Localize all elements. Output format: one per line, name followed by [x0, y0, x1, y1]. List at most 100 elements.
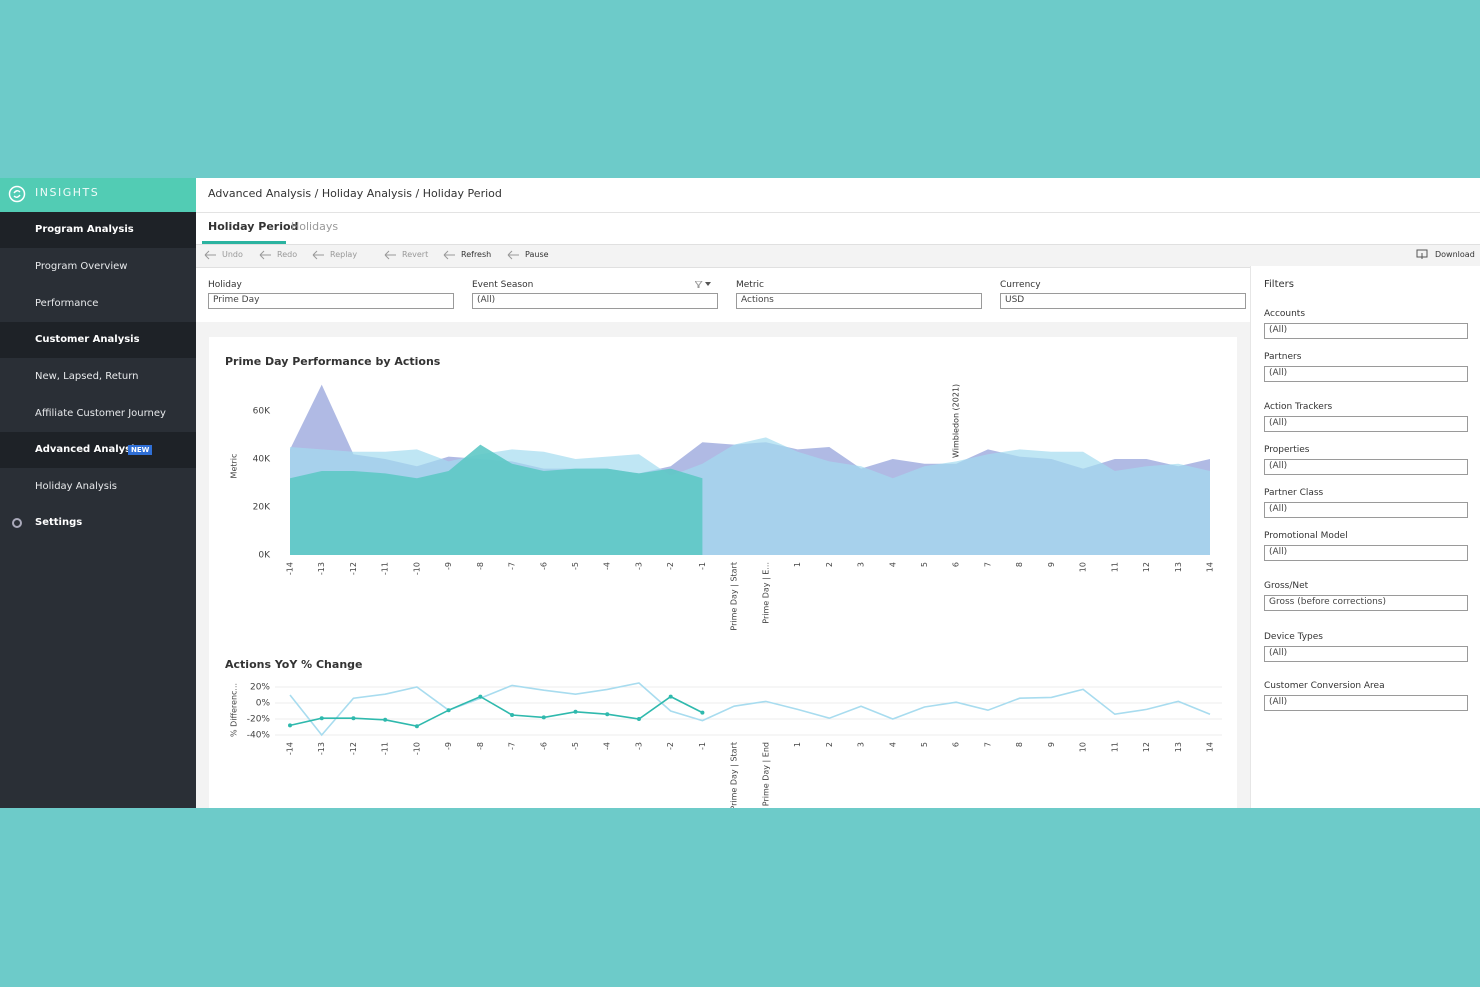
y-axis-label: Metric	[230, 454, 239, 479]
nav-subitem[interactable]: Program Overview	[35, 261, 128, 272]
x-tick-label: 3	[857, 742, 866, 747]
x-tick-label: -14	[286, 742, 295, 755]
filter-dropdown[interactable]: (All)	[1264, 695, 1468, 711]
filter-dropdown[interactable]: Gross (before corrections)	[1264, 595, 1468, 611]
brand-bar	[0, 178, 196, 212]
nav-group[interactable]	[0, 432, 196, 468]
nav-badge: NEW	[128, 445, 153, 455]
x-tick-label: 10	[1079, 562, 1088, 572]
x-tick-label: -9	[444, 562, 453, 570]
area	[290, 444, 703, 555]
filter-label: Device Types	[1264, 632, 1324, 642]
filter-dropdown[interactable]: (All)	[1264, 459, 1468, 475]
nav-item[interactable]: Settings	[35, 517, 83, 528]
toolbar-button[interactable]: Undo	[222, 250, 243, 259]
toolbar-button[interactable]: Revert	[402, 250, 429, 259]
download-icon	[1416, 249, 1428, 259]
x-tick-label: 5	[920, 562, 929, 567]
parameter-dropdown[interactable]: (All)	[472, 293, 718, 309]
x-tick-label: -8	[476, 562, 485, 570]
nav-subitem[interactable]: Performance	[35, 298, 99, 309]
x-tick-label: 11	[1110, 742, 1119, 752]
nav-item[interactable]: Customer Analysis	[35, 334, 140, 345]
parameter-dropdown[interactable]: Prime Day	[208, 293, 454, 309]
x-tick-label: -12	[349, 742, 358, 755]
x-tick-label: -14	[286, 562, 295, 575]
x-tick-label: -7	[508, 562, 517, 570]
toolbar-button[interactable]: Pause	[525, 250, 549, 259]
toolbar-button[interactable]: Refresh	[461, 250, 492, 259]
toolbar-icon	[204, 250, 216, 260]
x-tick-label: -11	[381, 562, 390, 575]
x-tick-label: -6	[539, 562, 548, 570]
line-marker	[636, 717, 641, 721]
line-marker	[319, 716, 324, 721]
toolbar-icon	[259, 250, 271, 260]
toolbar-icon	[443, 250, 455, 260]
toolbar-button[interactable]: Replay	[330, 250, 358, 259]
x-tick-label: -3	[634, 742, 643, 750]
filter-dropdown[interactable]: (All)	[1264, 545, 1468, 561]
line-marker	[605, 712, 610, 717]
x-tick-label: -13	[317, 562, 326, 575]
nav-item[interactable]: Program Analysis	[35, 224, 134, 235]
x-tick-label: -2	[666, 742, 675, 750]
x-tick-label: -8	[476, 742, 485, 750]
x-tick-label: -10	[412, 562, 421, 575]
nav-subitem[interactable]: Affiliate Customer Journey	[35, 408, 166, 419]
filter-dropdown[interactable]: (All)	[1264, 323, 1468, 339]
filter-dropdown[interactable]: (All)	[1264, 646, 1468, 662]
y-tick-label: 20%	[250, 683, 270, 693]
x-tick-label: 6	[952, 562, 961, 567]
tab[interactable]: Holiday Period	[208, 220, 299, 233]
x-tick-label: -12	[349, 562, 358, 575]
nav-group[interactable]	[0, 322, 196, 358]
nav-subitem[interactable]: Holiday Analysis	[35, 481, 117, 492]
x-tick-label: -5	[571, 742, 580, 750]
filter-dropdown[interactable]: (All)	[1264, 502, 1468, 518]
x-tick-label: -13	[317, 742, 326, 755]
x-tick-label: -1	[698, 562, 707, 570]
brand-logo	[8, 185, 26, 203]
y-tick-label: 40K	[253, 455, 271, 465]
line-marker	[414, 724, 419, 729]
parameter-label: Metric	[736, 280, 764, 290]
x-tick-label: 6	[952, 742, 961, 747]
y-tick-label: 0K	[258, 551, 271, 561]
x-tick-label: 1	[793, 742, 802, 747]
x-tick-label: 14	[1206, 562, 1215, 572]
parameter-dropdown[interactable]: USD	[1000, 293, 1246, 309]
x-tick-label: 9	[1047, 742, 1056, 747]
nav-item[interactable]: Advanced Analysis	[35, 444, 141, 455]
filter-label: Customer Conversion Area	[1264, 681, 1385, 691]
filter-label: Partner Class	[1264, 488, 1324, 498]
x-tick-label: -2	[666, 562, 675, 570]
line-marker	[288, 723, 292, 728]
tab[interactable]: Holidays	[291, 220, 339, 233]
x-tick-label: -9	[444, 742, 453, 750]
line-marker	[478, 694, 483, 699]
filter-label: Gross/Net	[1264, 581, 1309, 591]
toolbar	[196, 244, 1480, 268]
toolbar-button[interactable]: Redo	[277, 250, 298, 259]
filter-icon	[695, 281, 711, 288]
sidebar	[0, 178, 196, 808]
x-tick-label: Prime Day | Start	[730, 742, 739, 808]
filter-dropdown[interactable]: (All)	[1264, 416, 1468, 432]
line-marker	[383, 717, 388, 722]
annotation: Wimbledon (2021)	[952, 384, 961, 458]
line-marker	[541, 715, 546, 720]
line	[289, 695, 703, 728]
nav-group[interactable]	[0, 212, 196, 248]
tab-underline	[202, 241, 286, 244]
chart-title: Prime Day Performance by Actions	[225, 355, 441, 368]
parameter-dropdown[interactable]: Actions	[736, 293, 982, 309]
x-tick-label: 12	[1142, 742, 1151, 752]
nav-subitem[interactable]: New, Lapsed, Return	[35, 371, 139, 382]
download-button[interactable]: Download	[1435, 250, 1475, 259]
x-tick-label: -4	[603, 742, 612, 750]
x-tick-label: 8	[1015, 562, 1024, 567]
filter-dropdown[interactable]: (All)	[1264, 366, 1468, 382]
filter-panel	[1250, 266, 1480, 808]
